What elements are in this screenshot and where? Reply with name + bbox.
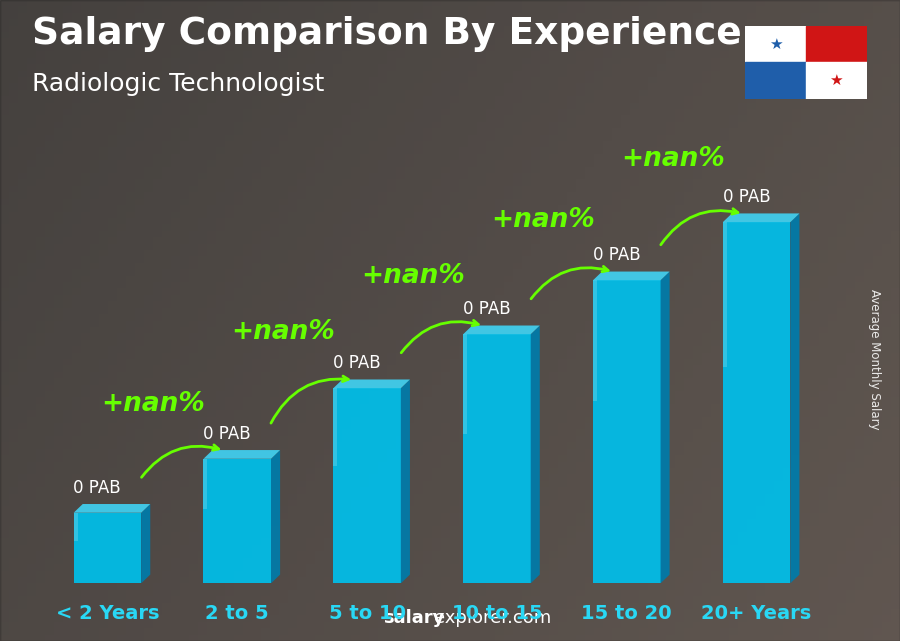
Bar: [745, 62, 806, 99]
Text: explorer.com: explorer.com: [434, 609, 551, 627]
Polygon shape: [593, 272, 670, 280]
Polygon shape: [74, 513, 77, 541]
Polygon shape: [723, 222, 790, 583]
Text: 0 PAB: 0 PAB: [463, 300, 510, 318]
Polygon shape: [333, 388, 400, 583]
Text: +nan%: +nan%: [621, 146, 725, 172]
Text: 0 PAB: 0 PAB: [333, 354, 381, 372]
Text: salary: salary: [383, 609, 445, 627]
Polygon shape: [203, 459, 271, 583]
Polygon shape: [531, 326, 540, 583]
Polygon shape: [593, 280, 661, 583]
Polygon shape: [464, 334, 531, 583]
Bar: [806, 26, 867, 62]
Polygon shape: [464, 326, 540, 334]
Polygon shape: [593, 280, 597, 401]
Polygon shape: [74, 513, 141, 583]
Text: Average Monthly Salary: Average Monthly Salary: [868, 288, 881, 429]
Text: ★: ★: [830, 74, 843, 88]
Text: 10 to 15: 10 to 15: [452, 604, 542, 623]
Text: ★: ★: [769, 37, 782, 51]
Polygon shape: [400, 379, 410, 583]
Text: 0 PAB: 0 PAB: [203, 424, 251, 442]
Bar: [745, 26, 806, 62]
Polygon shape: [790, 213, 799, 583]
Polygon shape: [203, 459, 207, 508]
Polygon shape: [74, 504, 150, 513]
Text: 0 PAB: 0 PAB: [593, 246, 641, 264]
Text: Salary Comparison By Experience: Salary Comparison By Experience: [32, 16, 742, 52]
Polygon shape: [271, 450, 280, 583]
Polygon shape: [723, 222, 726, 367]
Text: 15 to 20: 15 to 20: [581, 604, 672, 623]
Text: 5 to 10: 5 to 10: [328, 604, 406, 623]
Text: 2 to 5: 2 to 5: [205, 604, 269, 623]
Polygon shape: [333, 388, 338, 466]
Text: +nan%: +nan%: [491, 206, 595, 233]
Text: 20+ Years: 20+ Years: [701, 604, 812, 623]
Text: +nan%: +nan%: [102, 391, 205, 417]
Text: < 2 Years: < 2 Years: [56, 604, 159, 623]
Text: +nan%: +nan%: [361, 263, 465, 288]
Text: 0 PAB: 0 PAB: [74, 479, 122, 497]
Polygon shape: [723, 213, 799, 222]
Polygon shape: [141, 504, 150, 583]
Polygon shape: [661, 272, 670, 583]
Text: Radiologic Technologist: Radiologic Technologist: [32, 72, 324, 96]
Text: +nan%: +nan%: [231, 319, 335, 345]
Bar: [806, 62, 867, 99]
Polygon shape: [464, 334, 467, 434]
Polygon shape: [203, 450, 280, 459]
Polygon shape: [333, 379, 410, 388]
Text: 0 PAB: 0 PAB: [723, 188, 770, 206]
